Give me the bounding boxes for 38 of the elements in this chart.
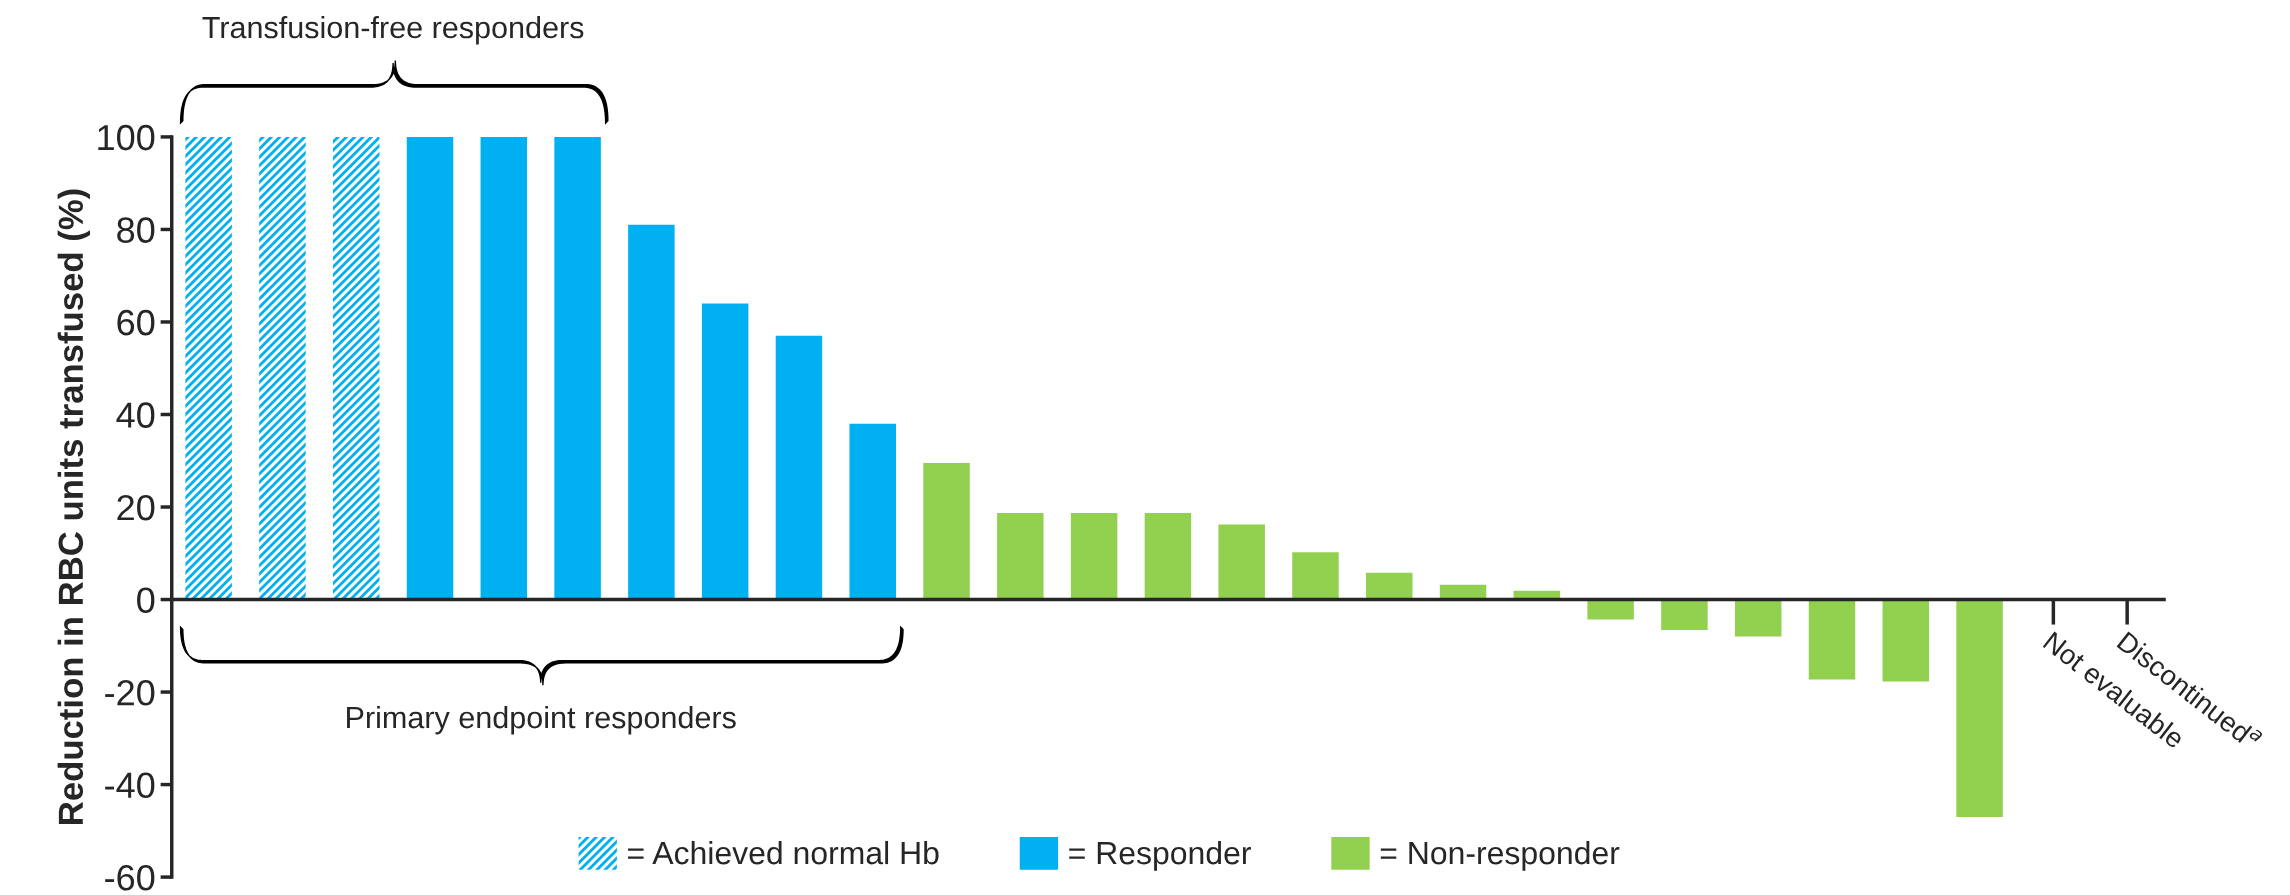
bar — [628, 224, 675, 600]
y-tick-label: 100 — [98, 124, 155, 151]
y-tick-label: -60 — [105, 864, 155, 891]
legend-label: = Achieved normal Hb — [628, 840, 939, 865]
y-tick-label: 80 — [117, 217, 155, 243]
bar — [554, 136, 601, 600]
y-axis-title: Reduction in RBC units transfused (%) — [57, 189, 90, 824]
bar — [1070, 513, 1118, 600]
bar — [1956, 599, 2003, 817]
bar — [480, 136, 528, 600]
bar — [1144, 513, 1192, 600]
bar — [923, 463, 970, 600]
bar — [1734, 599, 1782, 637]
bar — [1292, 552, 1339, 600]
bar — [1587, 599, 1634, 620]
y-tick-label: -20 — [105, 679, 155, 706]
bar — [1366, 572, 1413, 600]
y-tick-label: 20 — [117, 494, 155, 521]
y-tick-label: 0 — [137, 587, 155, 613]
bar — [849, 423, 896, 600]
bar — [185, 136, 232, 600]
bar — [701, 303, 749, 600]
bar — [1808, 599, 1856, 680]
bar — [1882, 599, 1930, 682]
y-tick-label: -40 — [105, 772, 155, 799]
y-tick-label: 40 — [116, 402, 155, 428]
y-tick-label: 60 — [117, 309, 155, 336]
bar — [259, 136, 306, 600]
bar — [775, 335, 823, 600]
annotation: Primary endpoint responders — [347, 705, 736, 735]
bar — [1218, 524, 1265, 600]
text: Transfusion-free responders — [202, 15, 584, 45]
bar — [997, 513, 1044, 600]
bar — [406, 136, 454, 600]
legend-label: = Non-responder — [1380, 840, 1620, 871]
bar — [1661, 599, 1708, 631]
bar — [332, 136, 380, 600]
legend-label: = Responder — [1069, 840, 1251, 871]
